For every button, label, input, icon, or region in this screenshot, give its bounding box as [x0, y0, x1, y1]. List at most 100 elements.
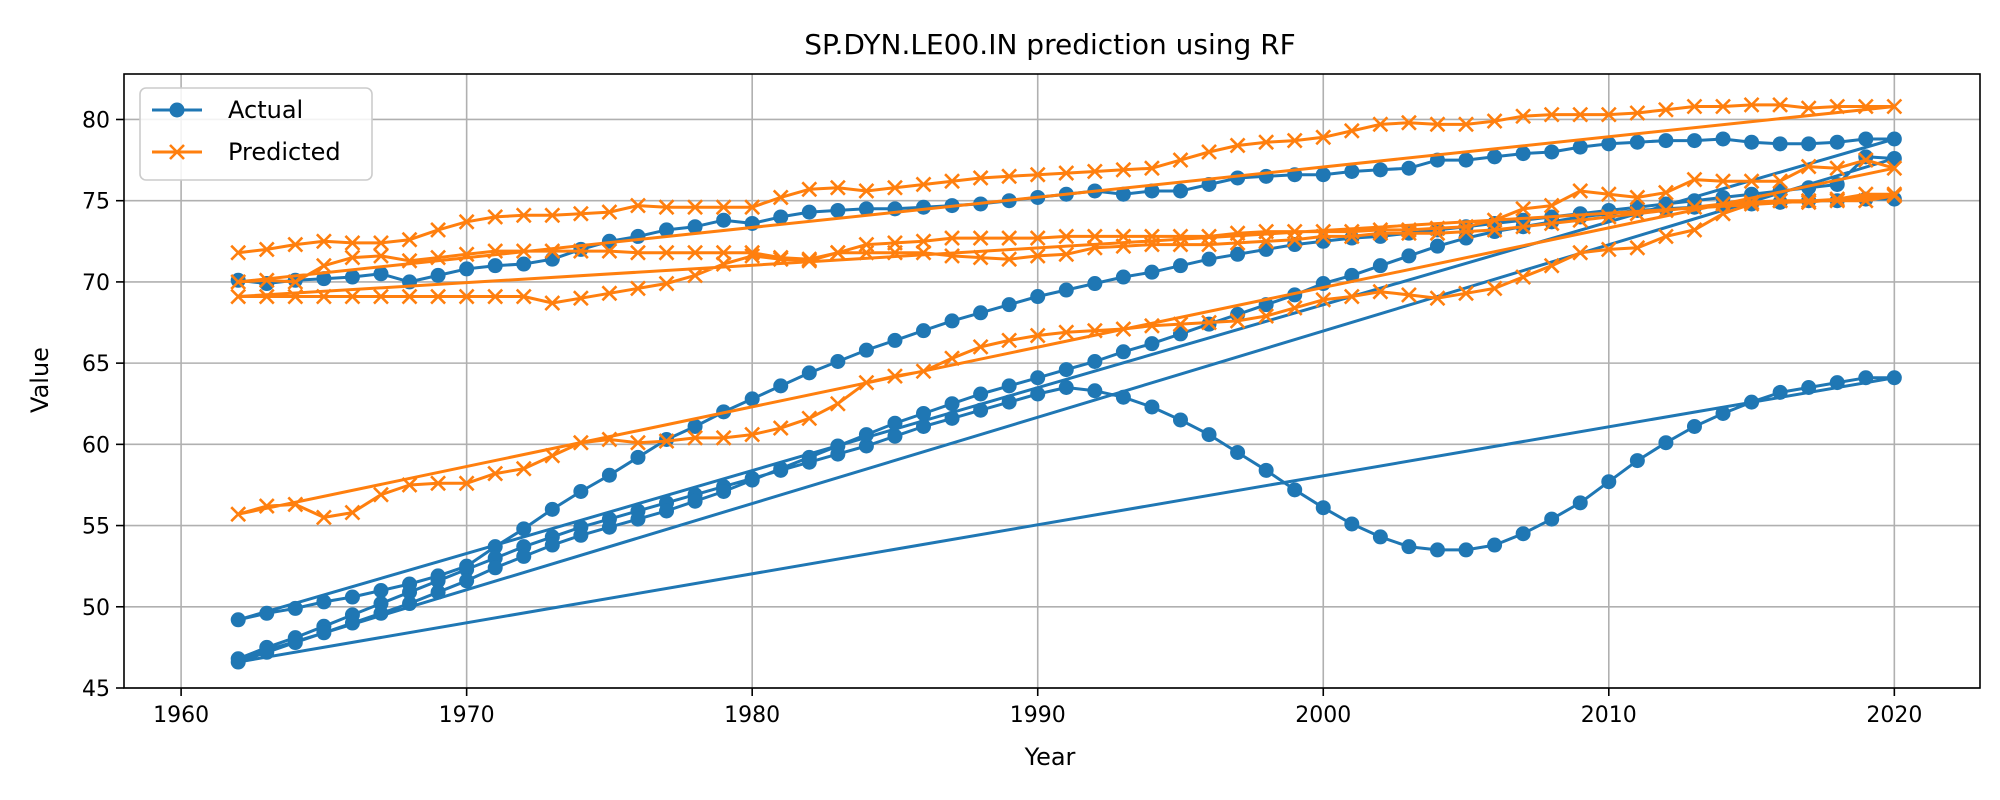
data-point	[1058, 362, 1074, 378]
data-point	[1686, 133, 1702, 149]
data-point	[458, 288, 475, 305]
data-point	[1515, 269, 1532, 285]
data-point	[1144, 183, 1160, 199]
data-point	[1115, 161, 1132, 178]
data-point	[1886, 98, 1903, 115]
data-point	[1772, 173, 1789, 190]
data-point	[1658, 133, 1674, 149]
data-point	[972, 230, 989, 246]
data-point	[1515, 218, 1532, 235]
data-point	[1829, 134, 1845, 150]
data-point	[630, 511, 646, 527]
data-point	[1086, 322, 1103, 339]
data-point	[544, 537, 560, 553]
data-point	[344, 288, 361, 305]
y-tick-label: 70	[82, 271, 110, 296]
data-point	[287, 236, 304, 253]
legend-label: Actual	[228, 96, 303, 124]
data-point	[915, 363, 932, 380]
data-point	[858, 201, 874, 217]
data-point	[1258, 223, 1275, 240]
data-point	[801, 181, 818, 198]
data-point	[1115, 389, 1131, 405]
data-point	[944, 350, 960, 367]
data-point	[487, 539, 503, 555]
data-point	[344, 235, 361, 251]
data-point	[401, 288, 418, 305]
data-point	[1629, 189, 1646, 206]
data-point	[773, 209, 789, 225]
x-tick-label: 1980	[724, 703, 780, 728]
data-point	[687, 267, 703, 284]
data-point	[1058, 379, 1074, 395]
data-point	[572, 243, 589, 259]
data-point	[1086, 239, 1103, 256]
data-point	[315, 257, 332, 274]
data-point	[373, 583, 389, 599]
data-point	[572, 205, 589, 222]
series-line	[236, 103, 1896, 519]
data-point	[973, 402, 989, 418]
data-point	[572, 290, 589, 307]
data-point	[1886, 160, 1903, 177]
legend-marker	[169, 102, 185, 118]
data-point	[487, 465, 504, 482]
data-point	[487, 243, 504, 259]
data-point	[573, 527, 589, 543]
data-point	[1172, 326, 1188, 342]
plot-frame	[123, 73, 1981, 689]
data-point	[801, 449, 817, 465]
y-tick-label: 50	[82, 596, 110, 621]
data-point	[1544, 144, 1560, 160]
data-point	[601, 243, 618, 259]
data-point	[544, 207, 561, 224]
data-point	[1600, 241, 1617, 258]
data-point	[887, 179, 903, 196]
data-point	[687, 219, 703, 235]
data-point	[573, 483, 589, 499]
data-point	[858, 438, 874, 454]
data-point	[459, 573, 475, 589]
data-point	[887, 368, 903, 385]
data-point	[401, 477, 418, 493]
data-point	[1058, 228, 1075, 245]
x-tick-label: 2020	[1866, 703, 1922, 728]
data-point	[259, 605, 275, 621]
data-point	[1657, 228, 1674, 245]
data-point	[1801, 379, 1817, 395]
data-point	[287, 288, 304, 305]
y-axis-label: Value	[26, 347, 54, 413]
data-point	[944, 410, 960, 426]
data-point	[515, 460, 532, 477]
data-point	[1372, 225, 1389, 242]
data-point	[944, 313, 960, 329]
x-tick-label: 2010	[1581, 703, 1637, 728]
data-point	[1487, 149, 1503, 165]
data-point	[801, 410, 818, 427]
data-point	[601, 431, 618, 448]
data-point	[1458, 285, 1474, 302]
data-point	[1001, 378, 1017, 394]
legend-label: Predicted	[228, 138, 341, 166]
x-axis-label: Year	[1024, 743, 1076, 771]
data-point	[744, 199, 761, 216]
data-point	[1715, 173, 1731, 190]
data-point	[458, 475, 475, 492]
data-point	[1772, 136, 1788, 152]
data-point	[515, 243, 532, 259]
data-point	[830, 438, 846, 454]
data-point	[1743, 196, 1760, 212]
data-point	[316, 594, 332, 610]
series-layer	[230, 96, 1903, 670]
data-point	[544, 295, 561, 311]
axes-layer: 1960 1970 1980 1990 2000 2010 2020 45 50 55 60 65 70…	[82, 73, 1981, 728]
data-point	[1201, 427, 1217, 443]
data-point	[1486, 280, 1503, 297]
data-point	[1115, 228, 1132, 245]
data-point	[916, 418, 932, 434]
data-point	[658, 199, 675, 216]
data-point	[572, 434, 589, 451]
data-point	[1086, 228, 1103, 245]
data-point	[716, 212, 732, 228]
data-point	[801, 252, 818, 269]
